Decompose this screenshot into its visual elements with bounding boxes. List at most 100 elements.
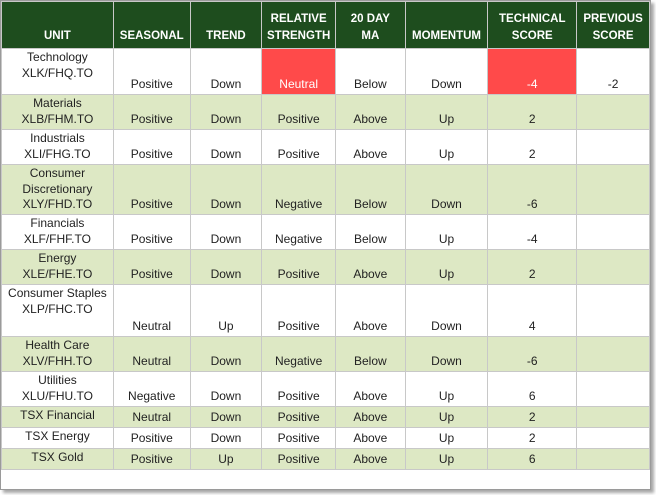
cell-trend: Down [189,94,263,130]
cell-unit: Utilities XLU/FHU.TO [1,371,114,407]
unit-line: TSX Financial [20,408,95,422]
cell-20-day-ma: Above [335,129,406,165]
cell-relative-strength: Positive [261,249,337,285]
unit-line: XLF/FHF.TO [23,231,91,246]
table-row: TSX Energy Positive Down Positive Above Up 2 [1,427,650,449]
unit-line: Utilities [38,373,77,387]
cell-20-day-ma: Below [335,214,406,250]
cell-relative-strength: Positive [261,371,337,407]
cell-technical-score: 4 [487,284,578,337]
table-row: TSX Financial Neutral Down Positive Above Up 2 [1,406,650,428]
cell-previous-score [576,406,650,428]
unit-line: XLI/FHG.TO [24,146,91,161]
header-row: UNIT SEASONAL TREND RELATIVE STRENGTH 20 … [1,1,650,49]
unit-line: TSX Energy [25,429,90,443]
cell-seasonal: Negative [112,371,191,407]
cell-unit: TSX Gold [1,448,114,470]
cell-momentum: Up [404,129,489,165]
cell-previous-score [576,214,650,250]
unit-line: Energy [38,251,77,265]
unit-line: Consumer Staples [8,286,107,300]
cell-previous-score [576,336,650,372]
cell-momentum: Down [404,284,489,337]
cell-20-day-ma: Above [335,249,406,285]
cell-technical-score: 2 [487,427,578,449]
cell-previous-score: -2 [576,48,650,95]
cell-momentum: Up [404,448,489,470]
cell-technical-score: 2 [487,129,578,165]
table-body: Technology XLK/FHQ.TO Positive Down Neutral B… [1,48,650,470]
cell-previous-score [576,249,650,285]
cell-relative-strength: Negative [261,164,337,215]
unit-line: Technology [27,50,88,64]
cell-20-day-ma: Below [335,48,406,95]
cell-20-day-ma: Above [335,406,406,428]
cell-previous-score [576,164,650,215]
cell-technical-score: 6 [487,371,578,407]
cell-unit: Materials XLB/FHM.TO [1,94,114,130]
unit-line: Consumer [29,166,86,180]
cell-seasonal: Neutral [112,336,191,372]
cell-seasonal: Neutral [112,406,191,428]
cell-momentum: Up [404,214,489,250]
cell-unit: Technology XLK/FHQ.TO [1,48,114,95]
cell-previous-score [576,129,650,165]
cell-relative-strength: Negative [261,214,337,250]
cell-20-day-ma: Below [335,164,406,215]
unit-line: Discretionary [22,181,93,196]
table-row: Technology XLK/FHQ.TO Positive Down Neutral B… [1,48,650,95]
header-previous-score: PREVIOUS SCORE [576,1,650,49]
cell-technical-score: 2 [487,94,578,130]
cell-technical-score: -4 [487,48,578,95]
cell-relative-strength: Positive [261,427,337,449]
cell-relative-strength: Positive [261,129,337,165]
cell-previous-score [576,371,650,407]
cell-relative-strength: Positive [261,94,337,130]
cell-momentum: Up [404,371,489,407]
cell-relative-strength: Positive [261,448,337,470]
cell-technical-score: 2 [487,249,578,285]
header-momentum: MOMENTUM [404,1,489,49]
cell-trend: Down [189,249,263,285]
unit-line: XLY/FHD.TO [22,197,93,211]
cell-technical-score: -4 [487,214,578,250]
cell-seasonal: Positive [112,164,191,215]
cell-momentum: Up [404,427,489,449]
cell-trend: Up [189,284,263,337]
table-row: Health Care XLV/FHH.TO Neutral Down Negative… [1,336,650,372]
cell-seasonal: Positive [112,94,191,130]
table-row: Consumer Discretionary XLY/FHD.TO Positive D… [1,164,650,215]
cell-previous-score [576,284,650,337]
unit-line: XLP/FHC.TO [22,301,93,316]
cell-seasonal: Neutral [112,284,191,337]
cell-unit: Consumer Staples XLP/FHC.TO [1,284,114,337]
header-unit: UNIT [1,1,114,49]
cell-technical-score: 6 [487,448,578,470]
cell-momentum: Up [404,406,489,428]
unit-line: TSX Gold [31,450,84,464]
table-row: Industrials XLI/FHG.TO Positive Down Positiv… [1,129,650,165]
header-seasonal: SEASONAL [112,1,191,49]
cell-technical-score: 2 [487,406,578,428]
table-row: Energy XLE/FHE.TO Positive Down Positive Abov… [1,249,650,285]
cell-trend: Down [189,48,263,95]
cell-momentum: Up [404,94,489,130]
cell-unit: TSX Energy [1,427,114,449]
unit-line: XLB/FHM.TO [21,111,94,126]
cell-momentum: Down [404,164,489,215]
unit-line: Industrials [30,131,85,145]
technical-score-table: UNIT SEASONAL TREND RELATIVE STRENGTH 20 … [1,1,650,470]
cell-20-day-ma: Above [335,371,406,407]
cell-seasonal: Positive [112,48,191,95]
cell-momentum: Down [404,48,489,95]
cell-unit: TSX Financial [1,406,114,428]
table-row: Materials XLB/FHM.TO Positive Down Positive A… [1,94,650,130]
cell-previous-score [576,448,650,470]
cell-20-day-ma: Above [335,427,406,449]
cell-trend: Down [189,406,263,428]
unit-line: Materials [33,96,82,110]
cell-20-day-ma: Above [335,284,406,337]
header-relative-strength: RELATIVE STRENGTH [261,1,337,49]
table-row: Financials XLF/FHF.TO Positive Down Negative… [1,214,650,250]
